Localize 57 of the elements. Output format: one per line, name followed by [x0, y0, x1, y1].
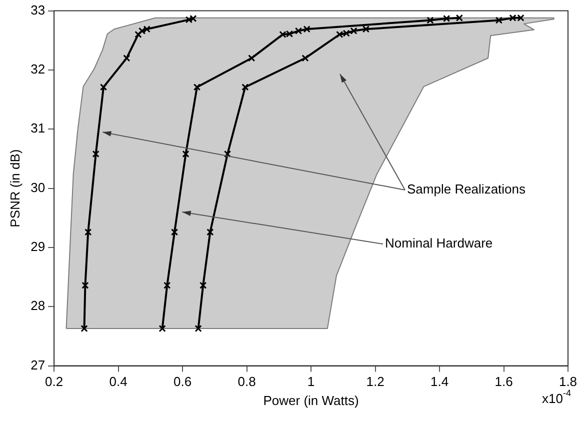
- point: [100, 84, 108, 91]
- point: [158, 324, 166, 332]
- point: [185, 16, 193, 24]
- point: [206, 228, 214, 236]
- x-tick-label: 1.4: [430, 374, 449, 390]
- point: [456, 14, 464, 22]
- x-tick-label: 0.2: [45, 374, 64, 390]
- point: [200, 282, 207, 289]
- y-tick-label: 31: [30, 120, 46, 136]
- point: [242, 84, 249, 91]
- point: [84, 228, 92, 236]
- point: [92, 150, 100, 158]
- point: [143, 26, 150, 33]
- point: [443, 14, 450, 22]
- y-tick-label: 30: [30, 180, 46, 195]
- point: [303, 26, 310, 33]
- point: [362, 26, 370, 33]
- point: [182, 150, 190, 158]
- x-tick-label: 0.8: [238, 374, 256, 390]
- point: [302, 54, 309, 62]
- y-axis-title: PSNR (in dB): [7, 149, 22, 228]
- point: [509, 14, 516, 22]
- point: [193, 84, 201, 91]
- point: [194, 324, 202, 332]
- y-tick-label: 32: [30, 62, 46, 77]
- point: [82, 282, 89, 289]
- point: [294, 27, 302, 34]
- point: [279, 30, 286, 38]
- annotation: Nominal Hardware: [385, 236, 493, 251]
- point: [80, 324, 88, 332]
- point: [426, 16, 434, 24]
- point: [286, 30, 294, 38]
- point: [138, 27, 146, 34]
- y-tick-label: 27: [30, 357, 46, 372]
- point: [248, 54, 256, 62]
- point: [495, 16, 503, 24]
- y-tick-label: 33: [30, 2, 46, 18]
- point: [517, 14, 524, 22]
- x-tick-label: 1.2: [366, 374, 384, 390]
- point: [224, 150, 232, 158]
- point: [170, 228, 178, 236]
- y-tick-label: 29: [30, 239, 46, 254]
- point: [342, 30, 350, 37]
- x-tick-label: 1.6: [494, 374, 513, 390]
- point: [164, 282, 171, 289]
- x-tick-label: 0.6: [174, 374, 192, 390]
- x-tick-label: 1: [307, 374, 315, 390]
- annotation: Sample Realizations: [407, 182, 526, 197]
- point: [134, 30, 142, 38]
- point: [350, 27, 358, 34]
- y-tick-label: 28: [30, 298, 46, 314]
- x-axis-title: Power (in Watts): [263, 392, 359, 408]
- point: [190, 14, 197, 22]
- x-tick-label: 1.8: [558, 374, 578, 390]
- point: [123, 54, 130, 62]
- x-tick-label: 0.4: [109, 374, 128, 390]
- point: [336, 30, 344, 38]
